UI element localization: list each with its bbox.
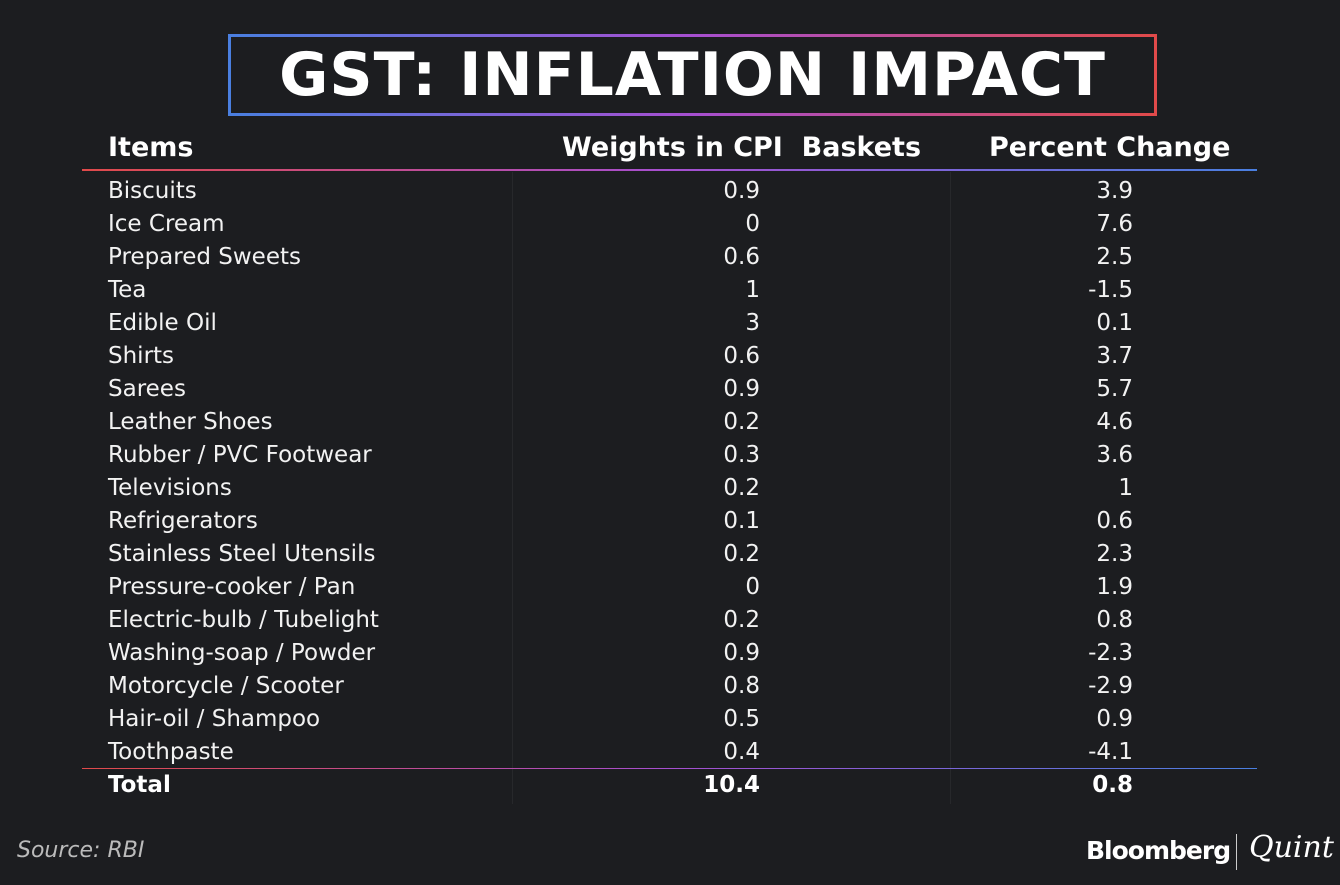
percent-change: 0.1 bbox=[1096, 310, 1133, 336]
item: Hair-oil / Shampoo bbox=[108, 706, 321, 732]
percent-change: 2.5 bbox=[1096, 244, 1133, 270]
weight: 0.2 bbox=[723, 541, 760, 567]
percent-change: 1.9 bbox=[1096, 574, 1133, 600]
item: Stainless Steel Utensils bbox=[108, 541, 376, 567]
item: Shirts bbox=[108, 343, 175, 369]
weight: 0.9 bbox=[723, 376, 760, 402]
weight: 0.6 bbox=[723, 343, 760, 369]
percent-change: 0.6 bbox=[1096, 508, 1133, 534]
brand: Bloomberg bbox=[1086, 836, 1231, 865]
weight: 0.1 bbox=[723, 508, 760, 534]
percent-change: -2.3 bbox=[1088, 640, 1133, 666]
percent-change: -4.1 bbox=[1088, 739, 1133, 765]
item: Refrigerators bbox=[108, 508, 258, 534]
weight: 10.4 bbox=[703, 772, 760, 798]
item: Biscuits bbox=[108, 178, 197, 204]
percent-change: 2.3 bbox=[1096, 541, 1133, 567]
item: Electric-bulb / Tubelight bbox=[108, 607, 379, 633]
percent-change: 1 bbox=[1118, 475, 1133, 501]
item: Toothpaste bbox=[108, 739, 234, 765]
percent-change: 4.6 bbox=[1096, 409, 1133, 435]
percent-change: 3.9 bbox=[1096, 178, 1133, 204]
weight: 0.3 bbox=[723, 442, 760, 468]
brand: Quint bbox=[1249, 830, 1334, 865]
weight: 0.4 bbox=[723, 739, 760, 765]
weight: 0.9 bbox=[723, 640, 760, 666]
weight: 0.9 bbox=[723, 178, 760, 204]
percent-change: 3.7 bbox=[1096, 343, 1133, 369]
percent-change: -2.9 bbox=[1088, 673, 1133, 699]
percent-change: 0.9 bbox=[1096, 706, 1133, 732]
item: Total bbox=[108, 772, 171, 798]
title-box: GST: INFLATION IMPACT bbox=[228, 34, 1157, 116]
weight: 1 bbox=[745, 277, 760, 303]
item: Rubber / PVC Footwear bbox=[108, 442, 372, 468]
item: Pressure-cooker / Pan bbox=[108, 574, 356, 600]
item: Prepared Sweets bbox=[108, 244, 301, 270]
column-separator bbox=[512, 172, 513, 804]
weight: 0 bbox=[745, 211, 760, 237]
item: Leather Shoes bbox=[108, 409, 273, 435]
weight: 0.8 bbox=[723, 673, 760, 699]
weight: 0.5 bbox=[723, 706, 760, 732]
header-rule bbox=[82, 169, 1257, 171]
column-header: Weights in CPI Baskets bbox=[562, 132, 922, 163]
weight: 0 bbox=[745, 574, 760, 600]
title: GST: INFLATION IMPACT bbox=[279, 40, 1106, 110]
weight: 0.2 bbox=[723, 475, 760, 501]
percent-change: 5.7 bbox=[1096, 376, 1133, 402]
item: Tea bbox=[108, 277, 147, 303]
item: Sarees bbox=[108, 376, 186, 402]
column-header: Percent Change bbox=[989, 132, 1231, 163]
weight: 3 bbox=[745, 310, 760, 336]
percent-change: 3.6 bbox=[1096, 442, 1133, 468]
total-rule bbox=[82, 768, 1257, 769]
item: Motorcycle / Scooter bbox=[108, 673, 344, 699]
column-separator bbox=[950, 172, 951, 804]
weight: 0.2 bbox=[723, 409, 760, 435]
weight: 0.2 bbox=[723, 607, 760, 633]
source: Source: RBI bbox=[17, 838, 145, 863]
column-header: Items bbox=[108, 132, 194, 163]
weight: 0.6 bbox=[723, 244, 760, 270]
item: Edible Oil bbox=[108, 310, 217, 336]
item: Washing-soap / Powder bbox=[108, 640, 376, 666]
percent-change: 0.8 bbox=[1092, 772, 1133, 798]
brand-divider bbox=[1236, 834, 1237, 870]
item: Ice Cream bbox=[108, 211, 225, 237]
percent-change: 7.6 bbox=[1096, 211, 1133, 237]
percent-change: -1.5 bbox=[1088, 277, 1133, 303]
item: Televisions bbox=[108, 475, 232, 501]
percent-change: 0.8 bbox=[1096, 607, 1133, 633]
